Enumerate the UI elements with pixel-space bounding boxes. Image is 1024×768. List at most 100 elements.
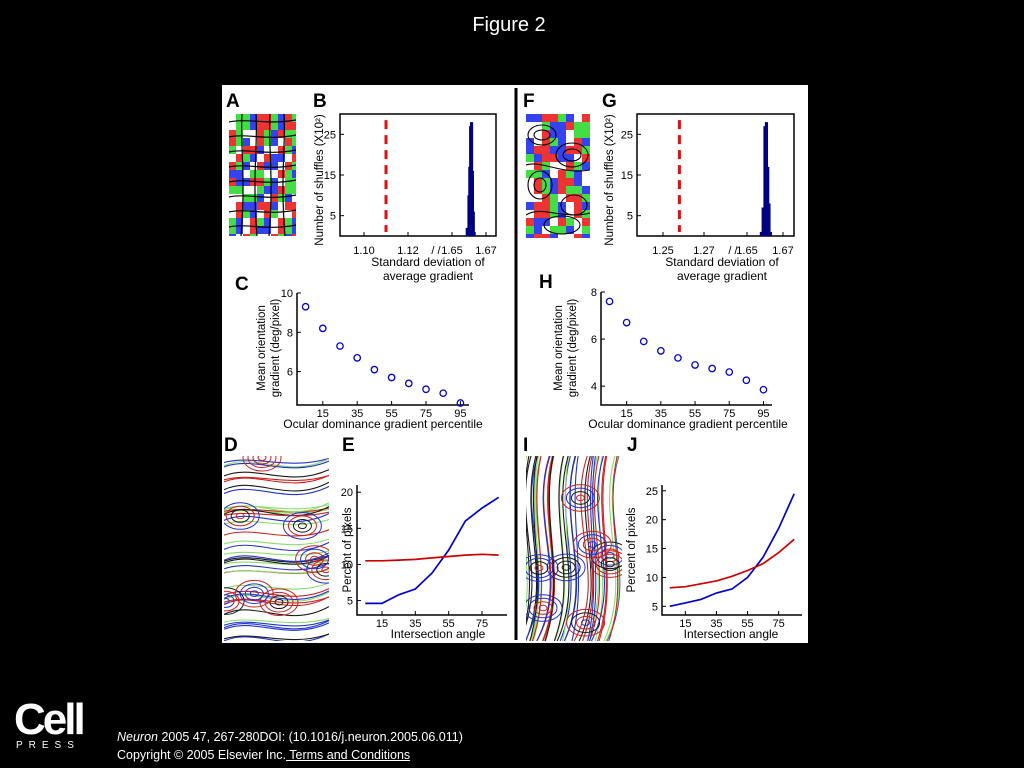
logo-press: PRESS [16,740,80,751]
y-tick-label: 8 [591,287,597,299]
y-tick-label: 10 [646,572,658,584]
x-tick-label: 1.65 [441,245,462,257]
histogram-bar [465,227,469,236]
histogram-bar [766,166,770,236]
y-tick-label: 25 [324,129,336,141]
scatter-point [656,347,665,355]
y-tick-label: 20 [646,515,658,527]
x-tick-label: 35 [351,408,363,420]
scatter-point [691,361,699,369]
scatter-point [336,342,344,350]
chart-e-ylabel: Percent of pixels [342,507,354,592]
scatter-point [387,373,396,382]
x-tick-label: 1.25 [652,245,673,257]
chart-h-xlabel: Ocular dominance gradient percentile [588,417,788,431]
x-tick-label: 55 [443,618,455,630]
scatter-point [370,365,379,374]
copyright-text: Copyright © 2005 Elsevier Inc. [117,748,287,762]
panel-letter-H: H [539,272,553,293]
y-tick-label: 5 [627,211,633,223]
cell-press-logo: Cell PRESS [14,695,86,752]
scatter-point [318,324,327,333]
panel-letter-E: E [342,435,355,456]
scatter-point [742,376,751,385]
scatter-point [725,368,734,376]
x-tick-label: 1.67 [772,245,793,257]
panel-letter-G: G [602,91,617,112]
x-tick-label: 15 [317,408,329,420]
chart-c: Mean orientation gradient (deg/pixel) 6 8 1… [256,288,483,431]
chart-b-ylabel: Number of shuffles (X10²) [314,114,326,246]
chart-j-ylabel: Percent of pixels [626,507,638,592]
x-tick-label: 15 [621,408,633,420]
chart-h-ylabel: Mean orientation gradient (deg/pixel) [553,299,579,398]
scatter-point [708,364,716,373]
scatter-point [404,379,413,388]
x-tick-label: 75 [773,618,785,630]
y-tick-label: 5 [652,601,658,613]
x-tick-label: 35 [409,618,421,630]
contour-map-d-image [224,456,329,641]
chart-c-xlabel: Ocular dominance gradient percentile [283,417,483,431]
scatter-point [639,337,648,346]
x-tick-label: 95 [454,408,466,420]
chart-e: Percent of pixels 5 10 15 20 15 35 55 75 Inter… [341,485,507,641]
chart-e-xlabel: Intersection angle [391,627,486,641]
x-tick-label: 95 [757,408,769,420]
x-tick-label: 1.10 [353,245,374,257]
chart-g-axis-break: / / [728,245,738,257]
x-tick-label: 15 [376,618,388,630]
chart-c-ylabel: Mean orientation gradient (deg/pixel) [256,299,282,398]
x-tick-label: 55 [689,408,701,420]
panel-letter-B: B [313,91,327,112]
chart-h: Mean orientation gradient (deg/pixel) 4 6 8… [553,287,788,431]
red-series-line [365,553,499,562]
scatter-point [622,318,631,327]
chart-c-axes [296,293,469,406]
y-tick-label: 5 [347,596,353,608]
citation-journal: Neuron [117,730,158,744]
chart-e-axes [356,485,507,616]
chart-j-xlabel: Intersection angle [684,627,779,641]
chart-b-axis-break: / / [431,245,441,257]
panel-letter-J: J [627,435,638,456]
y-tick-label: 10 [281,288,293,300]
chart-g: Number of shuffles (X10²) 5 15 25 1.25 1.27… [604,113,795,283]
scatter-point [605,297,614,306]
histogram-bar [768,231,772,236]
chart-h-axes [600,292,772,406]
scatter-point [301,302,310,311]
logo-word: Cell [14,695,86,744]
x-tick-label: 35 [710,618,722,630]
scatter-point [353,353,362,362]
y-tick-label: 4 [591,381,597,393]
x-tick-label: 1.12 [397,245,418,257]
citation: Neuron 2005 47, 267-280DOI: (10.1016/j.n… [117,730,463,744]
figure-svg: A B C D E F G H I J [224,88,802,641]
histogram-bar [759,231,763,236]
y-tick-label: 6 [591,334,597,346]
panel-letter-F: F [523,91,535,112]
red-series-line [669,538,795,589]
scatter-point [456,399,465,407]
chart-g-xlabel: Standard deviation of average gradient [665,255,779,283]
x-tick-label: 35 [655,408,667,420]
chart-b: Number of shuffles (X10²) 5 15 25 1.10 1.12… [314,113,497,283]
y-tick-label: 20 [341,487,353,499]
panel-letter-D: D [224,435,238,456]
histogram-bar [470,170,474,236]
x-tick-label: 75 [476,618,488,630]
y-tick-label: 15 [341,523,353,535]
x-tick-label: 1.65 [736,245,757,257]
terms-and-conditions-link[interactable]: Terms and Conditions [286,748,411,762]
blue-series-line [669,493,795,608]
copyright: Copyright © 2005 Elsevier Inc. Terms and… [117,748,410,762]
panel-letter-A: A [226,91,240,112]
x-tick-label: 55 [741,618,753,630]
blue-series-line [365,496,500,605]
x-tick-label: 75 [420,408,432,420]
figure-panel: A B C D E F G H I J [222,85,808,643]
scatter-point [422,385,430,394]
scatter-point [439,389,448,398]
map-f-image [526,114,590,238]
